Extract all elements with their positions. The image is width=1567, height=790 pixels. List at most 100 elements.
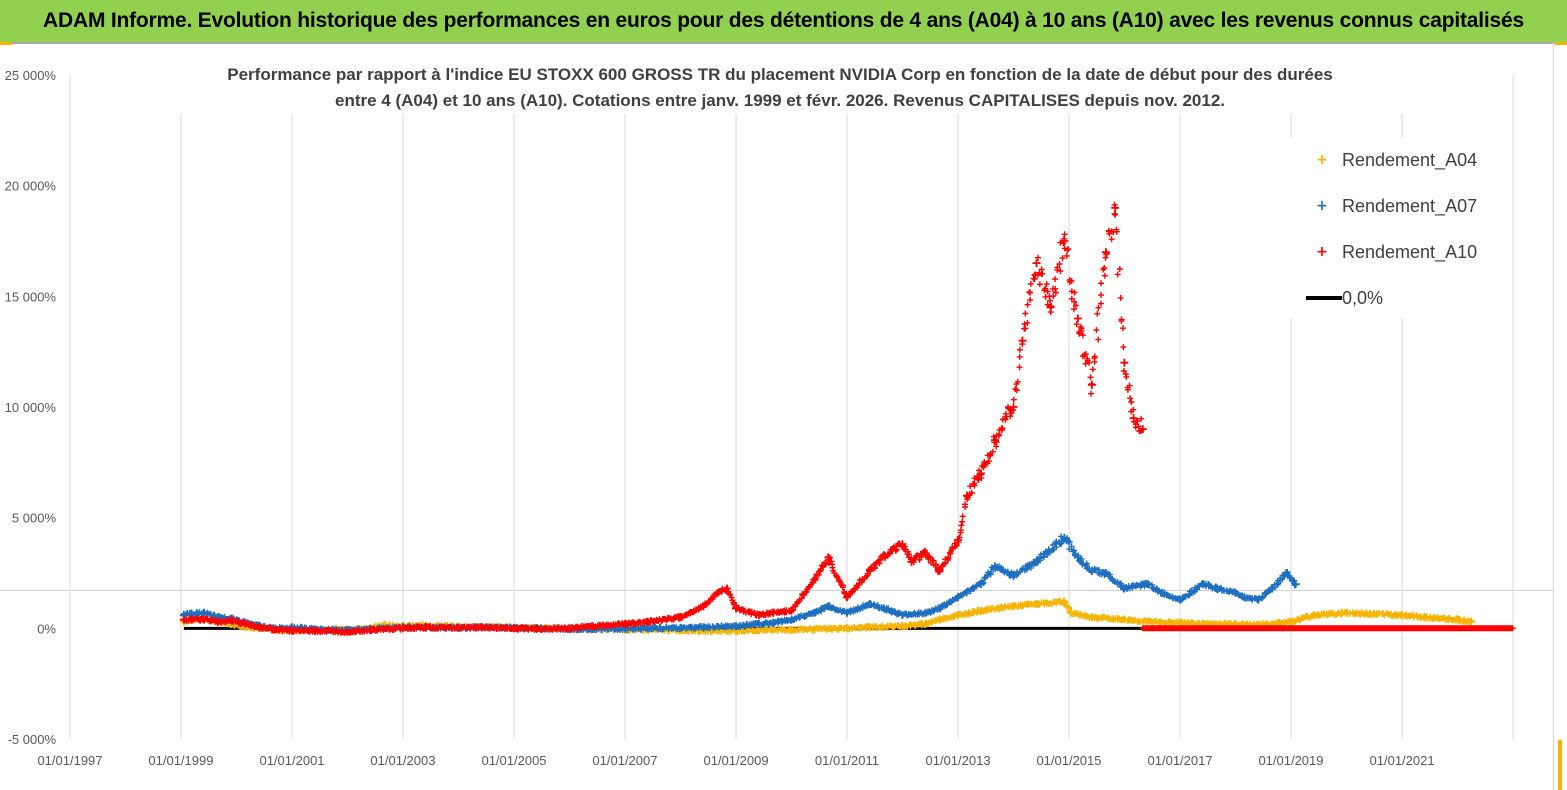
x-tick-label: 01/01/2015 [1036, 753, 1101, 768]
data-point [565, 624, 574, 633]
data-point [787, 606, 796, 615]
data-point [1018, 336, 1027, 345]
frame-mid-rule [0, 590, 1553, 591]
data-point [179, 615, 188, 624]
data-point [1032, 557, 1041, 566]
data-point [921, 549, 930, 558]
y-tick-label: 15 000% [5, 289, 57, 304]
data-point [699, 623, 708, 632]
data-point [921, 619, 930, 628]
data-point [1009, 602, 1018, 611]
data-point [824, 602, 833, 611]
data-point [588, 622, 597, 631]
data-point [824, 553, 833, 562]
data-point [732, 604, 740, 613]
data-point [1143, 580, 1152, 589]
data-point [713, 588, 722, 597]
legend-item-zero: 0,0% [1290, 286, 1490, 310]
x-axis-ticks: 01/01/1997 01/01/1999 01/01/2001 01/01/2003… [37, 753, 1434, 768]
data-point [255, 623, 264, 632]
x-tick-label: 01/01/2009 [703, 753, 768, 768]
data-point [977, 469, 985, 478]
zero-tail-markers [1139, 625, 1516, 632]
data-point [935, 604, 944, 613]
data-point [199, 608, 208, 617]
data-point [977, 580, 985, 589]
data-point [1087, 613, 1096, 622]
data-point [1342, 608, 1351, 617]
data-point [935, 615, 944, 624]
data-point [1111, 203, 1120, 212]
data-point [1176, 595, 1185, 604]
data-point [241, 619, 250, 628]
x-tick-label: 01/01/2007 [592, 753, 657, 768]
y-tick-label: 20 000% [5, 179, 57, 194]
x-tick-label: 01/01/2017 [1148, 753, 1213, 768]
y-tick-label: -5 000% [8, 732, 57, 747]
data-point [1291, 580, 1300, 589]
plus-marker-icon: + [1316, 152, 1328, 168]
x-tick-label: 01/01/2001 [259, 753, 324, 768]
legend-label-a07: Rendement_A07 [1342, 196, 1478, 216]
legend-label-a04: Rendement_A04 [1342, 150, 1478, 170]
data-point [288, 626, 296, 635]
data-point [787, 625, 796, 634]
data-point [1157, 588, 1166, 597]
data-point [865, 623, 874, 632]
data-point [843, 593, 851, 602]
data-point [1087, 566, 1096, 575]
data-point [1309, 611, 1318, 620]
data-point [898, 540, 907, 549]
data-point [1067, 608, 1076, 617]
x-tick-label: 01/01/2003 [370, 753, 435, 768]
data-point [810, 625, 819, 634]
data-point [676, 613, 685, 622]
data-point [1231, 588, 1240, 597]
data-point [977, 606, 985, 615]
x-tick-label: 01/01/2013 [926, 753, 991, 768]
x-tick-label: 01/01/2021 [1370, 753, 1435, 768]
data-point [843, 624, 851, 633]
data-point [787, 615, 796, 624]
data-point [1073, 553, 1082, 562]
data-point [213, 617, 222, 626]
data-point [477, 623, 486, 632]
data-point [533, 624, 541, 633]
chart-series [179, 201, 1516, 636]
chart-title-line-2: entre 4 (A04) et 10 ans (A10). Cotations… [335, 91, 1225, 110]
data-point [421, 623, 430, 632]
series-Rendement_A10 [179, 201, 1147, 636]
data-point [311, 627, 319, 635]
data-point [1282, 569, 1291, 577]
data-point [643, 617, 652, 626]
data-point [1365, 609, 1374, 618]
data-point [1073, 314, 1082, 323]
y-tick-label: 0% [37, 621, 56, 636]
data-point [954, 593, 962, 602]
data-point [769, 618, 777, 627]
legend-label-zero: 0,0% [1342, 288, 1384, 308]
data-point [1268, 584, 1277, 593]
plus-marker-icon: + [1316, 198, 1328, 214]
data-point [343, 627, 352, 636]
data-point [1199, 580, 1207, 589]
data-point [810, 608, 819, 617]
data-point [898, 611, 907, 620]
data-point [963, 491, 971, 500]
data-point [699, 602, 708, 611]
data-point [1254, 595, 1263, 604]
data-point [722, 584, 731, 593]
data-point [1240, 593, 1249, 602]
header-bar: ADAM Informe. Evolution historique des p… [0, 0, 1567, 42]
data-point [1453, 615, 1462, 624]
page-title: ADAM Informe. Evolution historique des p… [43, 9, 1524, 32]
legend-item-a04: + Rendement_A04 [1290, 148, 1490, 172]
y-tick-label: 25 000% [5, 68, 57, 83]
data-point [1398, 611, 1407, 620]
data-point [1060, 237, 1069, 245]
data-point [865, 600, 874, 608]
data-point [1138, 425, 1147, 434]
data-point [1032, 259, 1041, 268]
data-point [1213, 584, 1221, 593]
y-axis-ticks: -5 000% 0% 5 000% 10 000% 15 000% 20 000% 25 0… [5, 68, 57, 747]
